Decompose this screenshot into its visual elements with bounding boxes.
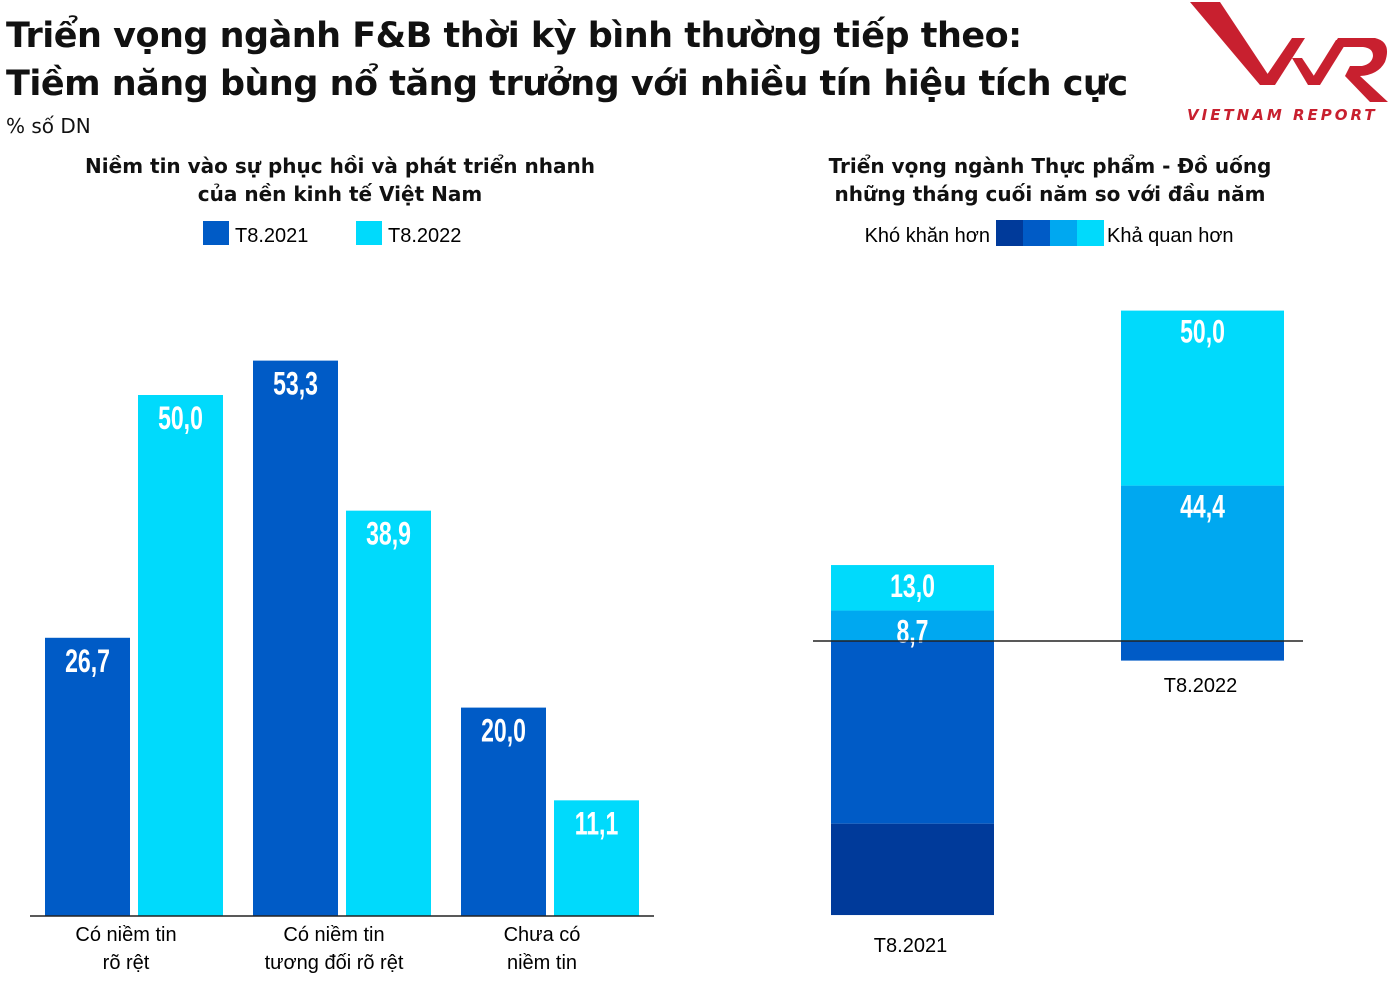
bar-T8.2021-2 bbox=[461, 707, 546, 916]
bar-T8.2022-0 bbox=[138, 395, 223, 916]
legend-swatch-2 bbox=[1050, 220, 1077, 246]
right-chart-title: Triển vọng ngành Thực phẩm - Đồ uống nhữ… bbox=[780, 152, 1320, 208]
data-label-2-T8.2021: 8,7 bbox=[896, 614, 928, 650]
data-label-T8.2021-2: 20,0 bbox=[481, 713, 526, 749]
data-label-T8.2021-0: 26,7 bbox=[65, 643, 110, 679]
data-label-T8.2022-1: 38,9 bbox=[366, 516, 411, 552]
category-label-T8.2022: T8.2022 bbox=[1164, 675, 1237, 697]
category-label-1: tương đối rõ rệt bbox=[265, 952, 404, 974]
bar-T8.2022-2 bbox=[554, 800, 639, 916]
legend-swatch-1 bbox=[1023, 220, 1050, 246]
left-chart-title-line1: Niềm tin vào sự phục hồi và phát triển n… bbox=[85, 154, 595, 178]
right-chart-title-line1: Triển vọng ngành Thực phẩm - Đồ uống bbox=[828, 154, 1272, 178]
data-label-2-T8.2022: 44,4 bbox=[1180, 489, 1225, 525]
unit-label: % số DN bbox=[6, 114, 91, 138]
bar-T8.2021-0 bbox=[45, 637, 130, 916]
legend-label-T8.2022: T8.2022 bbox=[388, 225, 461, 247]
vnr-logo bbox=[1190, 2, 1388, 102]
data-label-T8.2021-1: 53,3 bbox=[273, 366, 318, 402]
data-label-T8.2022-0: 50,0 bbox=[158, 400, 203, 436]
category-label-2: Chưa có bbox=[504, 924, 581, 946]
legend-right-label: Khả quan hơn bbox=[1107, 225, 1234, 247]
segment-0-T8.2021 bbox=[831, 823, 994, 916]
logo-text: VIETNAM REPORT bbox=[1187, 106, 1378, 124]
legend-swatch-0 bbox=[996, 220, 1023, 246]
category-label-T8.2021: T8.2021 bbox=[874, 935, 947, 957]
right-chart-title-line2: những tháng cuối năm so với đầu năm bbox=[834, 182, 1266, 206]
segment-1-T8.2021 bbox=[831, 641, 994, 824]
category-label-2: niềm tin bbox=[507, 952, 577, 974]
bar-T8.2022-1 bbox=[346, 510, 431, 916]
segment-1-T8.2022 bbox=[1121, 641, 1284, 661]
left-chart-title: Niềm tin vào sự phục hồi và phát triển n… bbox=[40, 152, 640, 208]
category-label-1: Có niềm tin bbox=[283, 924, 384, 946]
category-label-0: Có niềm tin bbox=[75, 924, 176, 946]
category-label-0: rõ rệt bbox=[103, 952, 150, 974]
segment-3-T8.2022 bbox=[1121, 310, 1284, 486]
legend-left-label: Khó khăn hơn bbox=[865, 225, 990, 247]
segment-2-T8.2022 bbox=[1121, 485, 1284, 641]
legend-swatch-T8.2022 bbox=[356, 221, 382, 245]
segment-3-T8.2021 bbox=[831, 565, 994, 611]
segment-2-T8.2021 bbox=[831, 610, 994, 641]
bar-T8.2021-1 bbox=[253, 360, 338, 916]
title-line-2: Tiềm năng bùng nổ tăng trưởng với nhiều … bbox=[6, 64, 1128, 104]
legend-swatch-T8.2021 bbox=[203, 221, 229, 245]
page-title: Triển vọng ngành F&B thời kỳ bình thường… bbox=[6, 12, 1128, 108]
data-label-3-T8.2021: 13,0 bbox=[890, 568, 935, 604]
legend-label-T8.2021: T8.2021 bbox=[235, 225, 308, 247]
legend-swatch-3 bbox=[1077, 220, 1104, 246]
data-label-3-T8.2022: 50,0 bbox=[1180, 314, 1225, 350]
data-label-T8.2022-2: 11,1 bbox=[575, 806, 619, 842]
title-line-1: Triển vọng ngành F&B thời kỳ bình thường… bbox=[6, 16, 1022, 56]
left-chart-title-line2: của nền kinh tế Việt Nam bbox=[197, 182, 483, 206]
